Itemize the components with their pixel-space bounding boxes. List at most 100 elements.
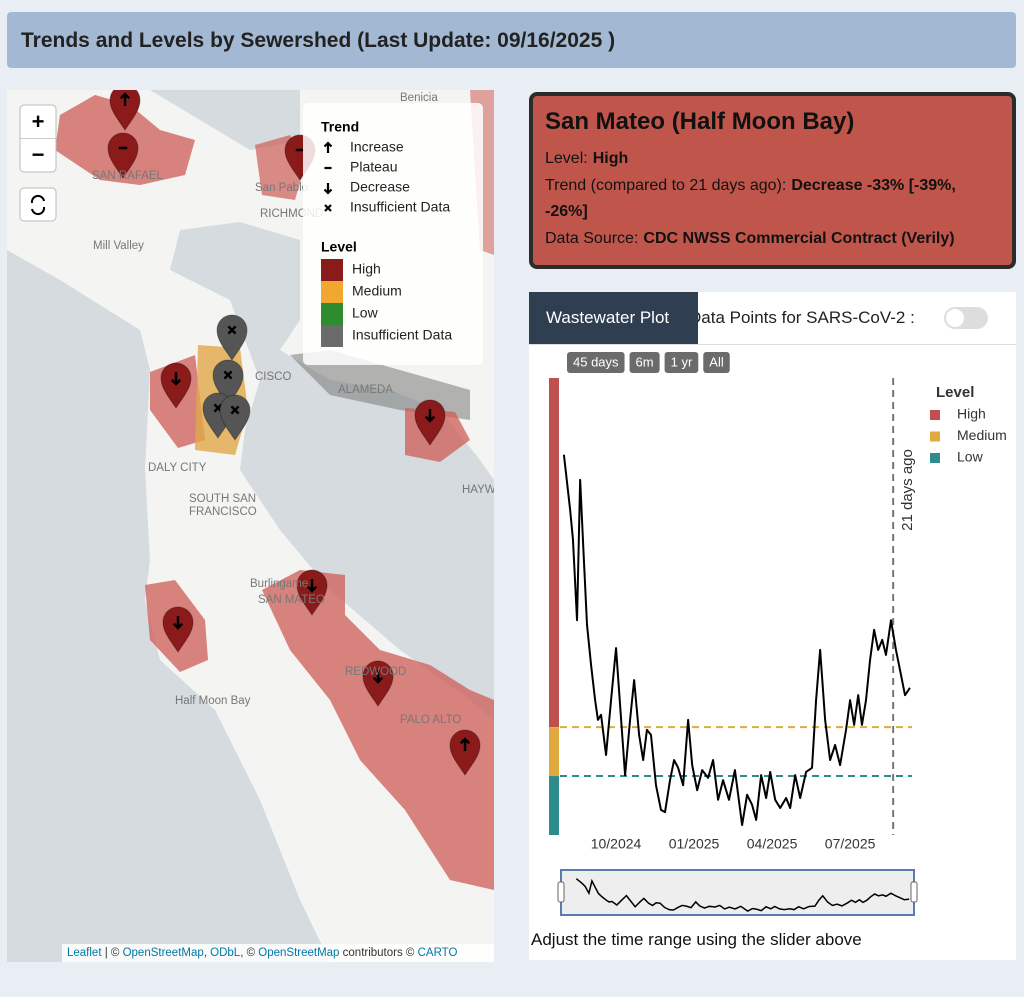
place-label: SAN MATEO — [258, 594, 325, 606]
slider-handle[interactable] — [557, 881, 565, 903]
info-card: San Mateo (Half Moon Bay) Level: High Tre… — [529, 92, 1016, 269]
range-button-bg — [703, 352, 730, 373]
map-marker[interactable] — [219, 394, 251, 441]
info-label: Trend (compared to 21 days ago): — [545, 176, 787, 194]
legend-label: Increase — [350, 139, 404, 155]
range-button-bg — [567, 352, 625, 373]
map-marker[interactable] — [109, 90, 141, 131]
place-label: Half Moon Bay — [175, 695, 251, 707]
plot-tab[interactable]: Wastewater Plot — [529, 292, 698, 344]
info-value: Decrease -33% [-39%, -26%] — [545, 176, 956, 221]
map-legend — [303, 103, 483, 365]
toggle-label: Data Points for SARS-CoV-2 : — [689, 308, 915, 327]
info-value: CDC NWSS Commercial Contract (Verily) — [643, 229, 955, 247]
legend-swatch — [321, 325, 343, 347]
zoom-in[interactable]: + — [32, 109, 45, 134]
marker-pin — [449, 729, 481, 776]
legend-title: Trend — [321, 119, 359, 135]
range-button[interactable]: 45 days — [567, 352, 625, 373]
trend-icon — [323, 141, 333, 153]
map-marker[interactable] — [296, 569, 328, 616]
marker-pin — [216, 314, 248, 361]
trend-icon — [324, 204, 332, 212]
map-marker[interactable] — [216, 314, 248, 361]
place-label: FRANCISCO — [189, 506, 257, 518]
zoom-out[interactable]: − — [32, 142, 45, 167]
x-tick-label: 10/2024 — [591, 836, 642, 852]
place-label: DALY CITY — [148, 462, 207, 474]
attribution-text: , — [204, 947, 210, 959]
range-button[interactable]: All — [703, 352, 730, 373]
range-button-label: 1 yr — [671, 354, 693, 369]
map-marker[interactable] — [449, 729, 481, 776]
refresh-button[interactable] — [19, 187, 57, 222]
legend-label: Insufficient Data — [352, 327, 452, 343]
attribution-link[interactable]: CARTO — [418, 947, 458, 959]
map-marker[interactable] — [107, 132, 139, 179]
trend-icon — [459, 737, 471, 751]
place-label: SOUTH SAN — [189, 493, 256, 505]
place-label: HAYW — [462, 484, 494, 496]
toggle-switch[interactable] — [944, 307, 988, 329]
map-marker[interactable] — [362, 660, 394, 707]
legend-label: Low — [352, 305, 379, 321]
legend-swatch — [321, 259, 343, 281]
place-label: REDWOOD — [345, 666, 406, 678]
trend-icon — [227, 325, 237, 335]
info-row: Level: High — [545, 146, 1000, 173]
info-row: Trend (compared to 21 days ago): Decrease… — [545, 173, 1000, 226]
info-label: Level: — [545, 150, 588, 167]
legend-title: Level — [321, 239, 357, 255]
place-label: Burlingame — [250, 578, 308, 590]
plot-panel: Wastewater Plot Data Points for SARS-CoV… — [529, 292, 1016, 960]
header-title: Trends and Levels by Sewershed (Last Upd… — [7, 12, 1016, 68]
trend-icon — [306, 579, 318, 593]
range-button-label: 45 days — [573, 354, 619, 369]
place-label: PALO ALTO — [400, 714, 461, 726]
range-button[interactable]: 1 yr — [664, 352, 699, 373]
legend-label: High — [957, 406, 986, 422]
map-water — [170, 222, 494, 720]
trend-icon — [424, 409, 436, 423]
range-button[interactable]: 6m — [629, 352, 660, 373]
level-band — [549, 776, 559, 835]
slider-caption: Adjust the time range using the slider a… — [531, 930, 862, 949]
attribution-link[interactable]: OpenStreetMap — [258, 947, 339, 959]
attribution-text: , © — [240, 947, 258, 959]
info-row: Data Source: CDC NWSS Commercial Contract… — [545, 226, 1000, 253]
attribution: Leaflet | © OpenStreetMap, ODbL, © OpenS… — [67, 947, 457, 959]
legend-label: Decrease — [350, 179, 410, 195]
annotation-label: 21 days ago — [899, 449, 916, 531]
attribution-text: contributors © — [339, 947, 417, 959]
marker-pin — [219, 394, 251, 441]
attribution-link[interactable]: OpenStreetMap — [123, 947, 204, 959]
legend-title: Level — [936, 384, 974, 401]
legend-swatch — [321, 303, 343, 325]
attribution-link[interactable]: ODbL — [210, 947, 241, 959]
map-marker[interactable] — [162, 606, 194, 653]
legend-swatch — [930, 431, 940, 442]
trend-icon — [372, 670, 384, 684]
map-marker[interactable] — [414, 399, 446, 446]
legend-swatch — [930, 453, 940, 463]
marker-pin — [107, 132, 139, 179]
refresh-icon — [30, 194, 46, 216]
map-water — [7, 250, 330, 962]
place-label: Benicia — [400, 92, 438, 104]
level-band — [549, 378, 559, 728]
trend-icon — [223, 370, 233, 380]
legend-label: Medium — [957, 427, 1007, 443]
legend-label: Insufficient Data — [350, 199, 450, 215]
slider-handle[interactable] — [910, 881, 918, 903]
marker-pin — [109, 90, 141, 131]
attribution-link[interactable]: Leaflet — [67, 947, 102, 959]
map-water — [150, 90, 300, 150]
chart: 45 days 6m 1 yr All 21 days ago 10/2024 01/202… — [549, 352, 1007, 916]
info-value: High — [592, 150, 629, 167]
place-label: ALAMEDA — [338, 384, 393, 396]
map-marker[interactable] — [160, 362, 192, 409]
